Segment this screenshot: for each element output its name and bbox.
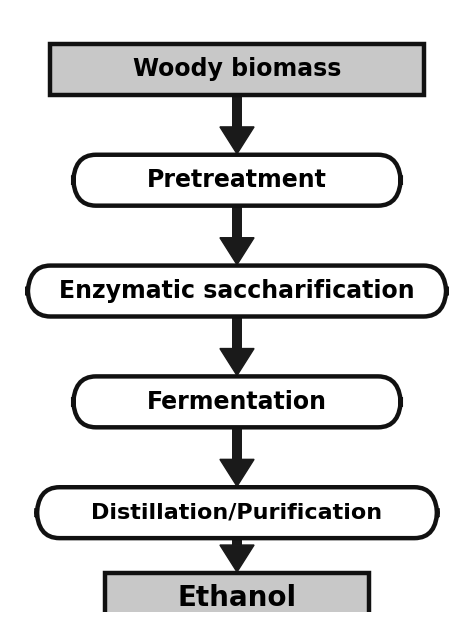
Polygon shape bbox=[220, 459, 254, 486]
Text: Woody biomass: Woody biomass bbox=[133, 57, 341, 81]
FancyBboxPatch shape bbox=[73, 155, 401, 206]
Polygon shape bbox=[220, 545, 254, 572]
Bar bbox=[232, 95, 242, 127]
Bar bbox=[232, 427, 242, 459]
Bar bbox=[105, 573, 369, 624]
Text: Distillation/Purification: Distillation/Purification bbox=[91, 503, 383, 523]
FancyBboxPatch shape bbox=[37, 487, 437, 538]
Bar bbox=[50, 44, 424, 95]
Polygon shape bbox=[220, 349, 254, 376]
FancyBboxPatch shape bbox=[73, 376, 401, 427]
FancyBboxPatch shape bbox=[27, 266, 447, 316]
Text: Ethanol: Ethanol bbox=[177, 584, 297, 612]
Polygon shape bbox=[220, 238, 254, 265]
Text: Fermentation: Fermentation bbox=[147, 390, 327, 414]
Bar bbox=[232, 317, 242, 349]
Text: Enzymatic saccharification: Enzymatic saccharification bbox=[59, 279, 415, 303]
Bar bbox=[232, 539, 242, 545]
Bar bbox=[232, 206, 242, 238]
Text: Pretreatment: Pretreatment bbox=[147, 168, 327, 192]
Polygon shape bbox=[220, 127, 254, 154]
